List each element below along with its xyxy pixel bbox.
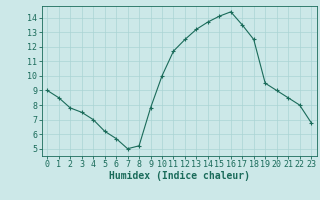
- X-axis label: Humidex (Indice chaleur): Humidex (Indice chaleur): [109, 171, 250, 181]
